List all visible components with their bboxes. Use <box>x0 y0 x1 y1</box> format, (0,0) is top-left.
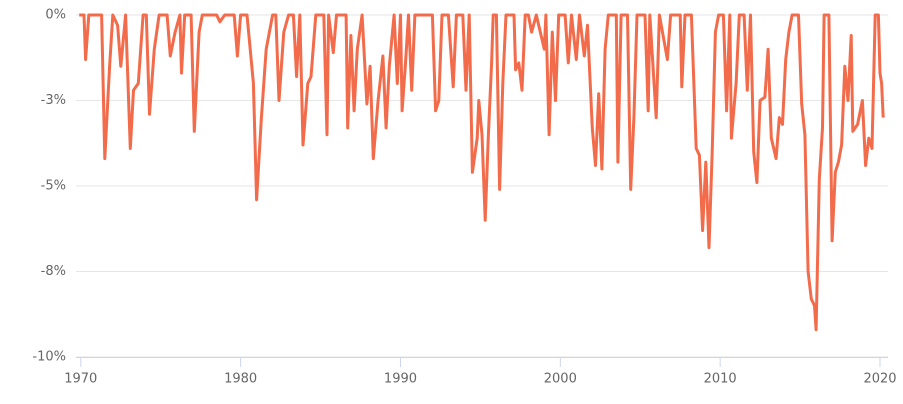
y-tick-label: -5% <box>41 179 66 194</box>
x-tick-label: 1980 <box>224 372 257 387</box>
x-tick-label: 2010 <box>704 372 737 387</box>
x-tick-label: 2020 <box>863 372 896 387</box>
x-tick-label: 1990 <box>384 372 417 387</box>
y-tick-label: -3% <box>41 93 66 108</box>
y-tick-label: -8% <box>41 264 66 279</box>
y-tick-label: -10% <box>32 350 66 365</box>
y-tick-label: 0% <box>45 8 66 23</box>
x-tick-label: 1970 <box>64 372 97 387</box>
x-tick-label: 2000 <box>544 372 577 387</box>
series-line <box>79 13 885 332</box>
